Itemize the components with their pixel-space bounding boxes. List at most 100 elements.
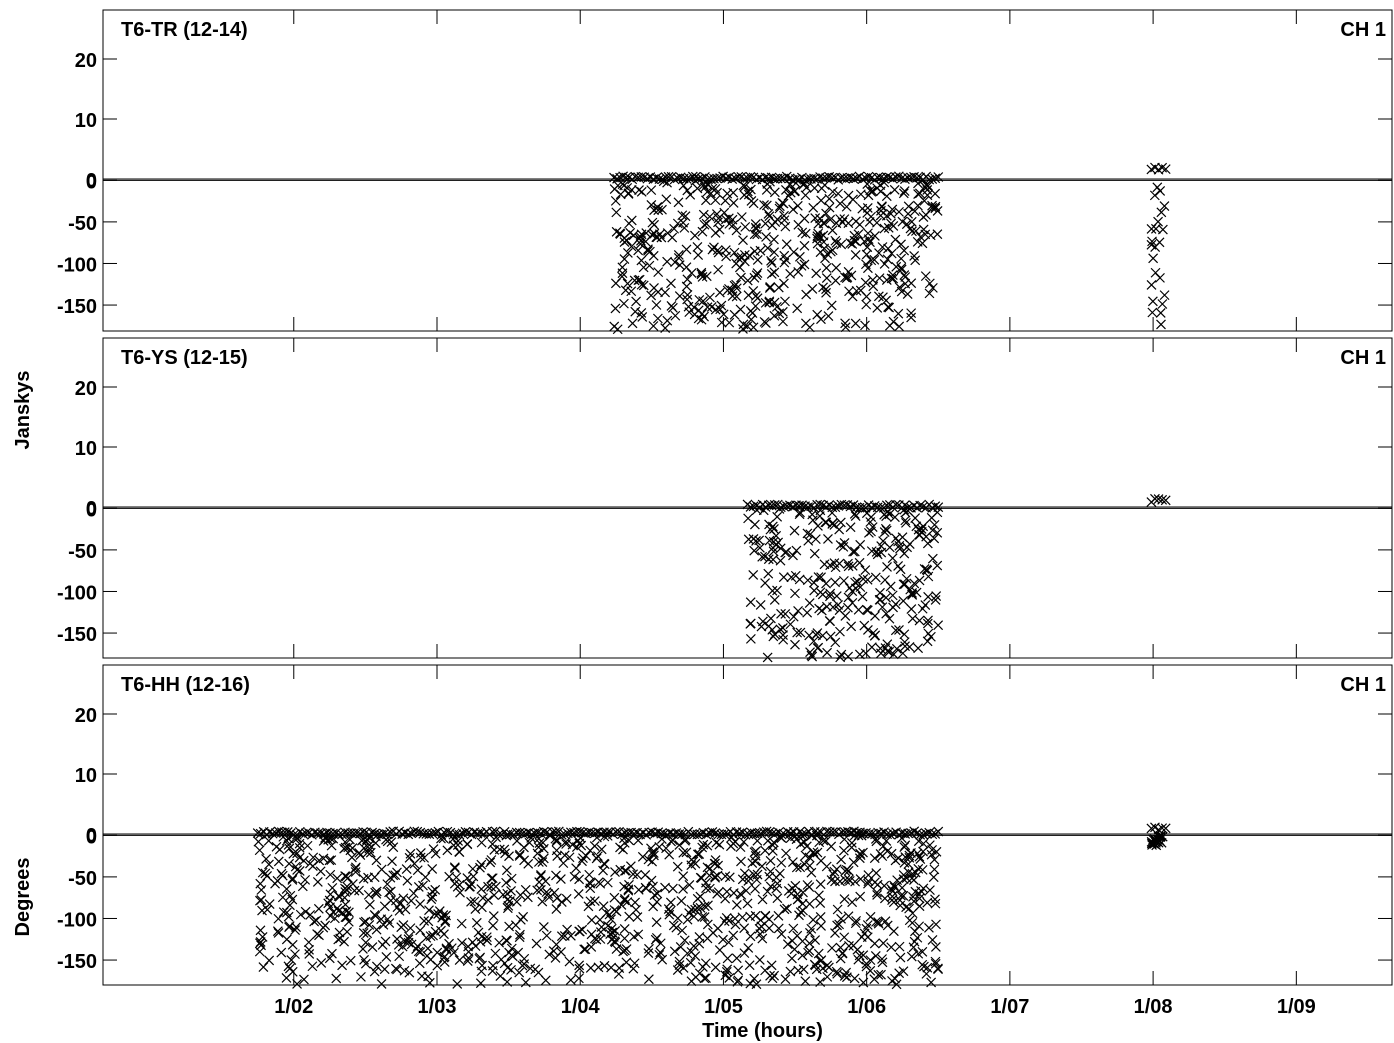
phase-point (879, 223, 890, 234)
phase-point (801, 289, 812, 300)
phase-point (867, 522, 878, 533)
phase-point (502, 962, 513, 973)
phase-point (900, 515, 911, 526)
phase-point (821, 208, 831, 219)
phase-point (589, 896, 600, 906)
phase-point (800, 190, 811, 201)
phase-point (818, 835, 829, 846)
phase-point (449, 863, 460, 874)
amplitude-point (475, 828, 486, 838)
phase-point (284, 922, 294, 933)
phase-point (745, 633, 756, 644)
y-tick-label: -100 (57, 254, 97, 276)
phase-point (929, 854, 940, 865)
phase-point (455, 887, 465, 898)
phase-point (809, 585, 820, 596)
phase-point (898, 966, 909, 977)
phase-point (813, 218, 824, 229)
phase-point (894, 206, 904, 217)
phase-point (804, 938, 815, 949)
phase-point (706, 301, 717, 312)
phase-point (660, 323, 671, 334)
phase-point (830, 235, 841, 246)
phase-point (452, 978, 463, 989)
phase-point (544, 892, 555, 903)
phase-point (714, 945, 725, 955)
phase-point (628, 869, 639, 880)
phase-point (927, 844, 937, 855)
amplitude-point (427, 828, 438, 839)
phase-point (822, 647, 833, 658)
phase-point (855, 285, 866, 296)
phase-point (922, 897, 933, 908)
phase-point (813, 228, 824, 239)
amplitude-point (915, 500, 926, 511)
phase-point (865, 955, 876, 966)
phase-point (757, 861, 767, 872)
phase-point (667, 883, 678, 894)
phase-point (311, 915, 322, 926)
phase-point (532, 848, 543, 859)
amplitude-point (355, 828, 365, 839)
phase-point (720, 214, 731, 225)
phase-point (866, 546, 877, 557)
phase-point (904, 852, 915, 863)
phase-point (731, 953, 742, 964)
phase-point (819, 180, 830, 191)
phase-point (790, 588, 800, 599)
phase-point (694, 849, 705, 859)
phase-point (812, 847, 823, 858)
phase-point (888, 926, 899, 937)
panel-frame (102, 337, 1393, 659)
phase-point (723, 213, 734, 224)
phase-point (742, 186, 753, 197)
phase-point (515, 890, 526, 901)
amplitude-point (812, 174, 822, 185)
phase-point (929, 533, 940, 544)
amplitude-point (535, 828, 546, 839)
phase-point (930, 941, 941, 952)
phase-point (866, 255, 877, 266)
phase-point (609, 321, 620, 332)
phase-point (629, 958, 640, 969)
phase-point (284, 858, 295, 869)
phase-point (456, 918, 467, 929)
phase-point (422, 943, 433, 954)
phase-point (910, 513, 921, 524)
phase-point (550, 952, 561, 963)
phase-point (782, 939, 793, 950)
phase-point (843, 592, 854, 603)
phase-point (599, 859, 610, 870)
phase-point (696, 269, 707, 280)
phase-point (574, 960, 585, 971)
phase-point (627, 318, 638, 329)
phase-point (843, 561, 854, 572)
phase-point (494, 937, 505, 948)
phase-point (308, 852, 319, 863)
phase-point (752, 869, 763, 880)
phase-point (446, 943, 457, 954)
phase-point (907, 868, 918, 879)
phase-point (929, 864, 940, 875)
phase-point (804, 598, 815, 608)
phase-point (789, 525, 800, 536)
amplitude-point (878, 173, 889, 184)
phase-point (262, 870, 272, 881)
phase-point (854, 557, 865, 568)
phase-point (371, 924, 382, 935)
amplitude-point (568, 827, 579, 838)
phase-point (810, 960, 821, 971)
phase-point (483, 895, 493, 905)
phase-point (736, 252, 747, 263)
phase-point (710, 855, 721, 865)
phase-point (358, 944, 368, 954)
y-tick-label: -100 (57, 582, 97, 604)
phase-point (476, 884, 487, 895)
phase-point (910, 926, 920, 937)
phase-point (290, 925, 301, 935)
phase-point (386, 837, 397, 848)
amplitude-point (833, 174, 844, 185)
amplitude-point (651, 172, 662, 183)
phase-point (710, 228, 721, 238)
phase-point (713, 860, 724, 871)
